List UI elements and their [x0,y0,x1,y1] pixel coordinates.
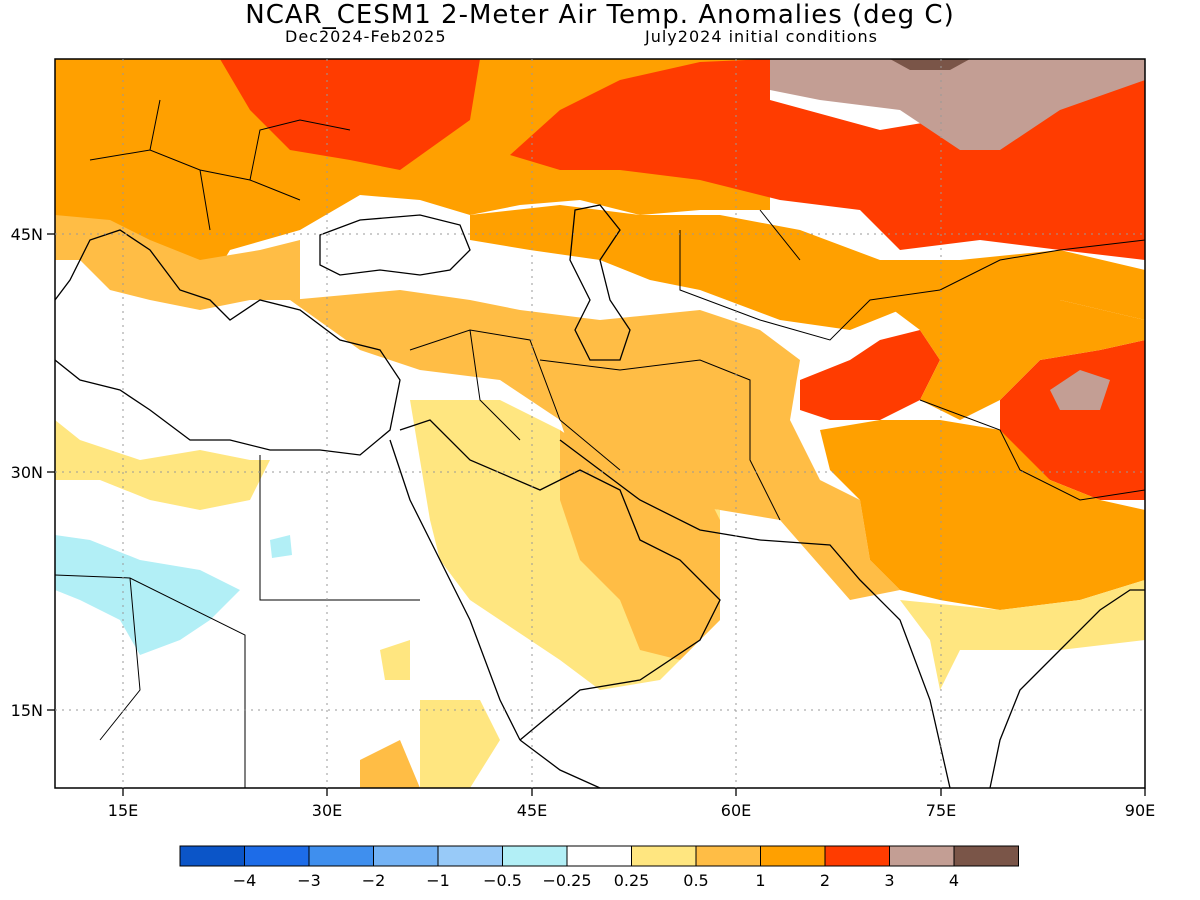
black-sea-coast [319,214,471,276]
colorbar: −4 −3 −2 −1 −0.5 −0.25 0.25 0.5 1 2 3 4 [179,845,1019,890]
colorbar-swatch-4 [437,845,503,867]
colorbar-swatch-0 [179,845,245,867]
border-middle-east-lines [409,329,621,471]
shade-tibet-brown [1050,370,1110,410]
map-title: NCAR_CESM1 2-Meter Air Temp. Anomalies (… [245,0,955,30]
shade-turkey-light-orange [290,290,900,600]
mediterranean-coast [55,229,401,456]
colorbar-label-7: 0.5 [683,871,708,890]
shade-india-orange [820,420,1145,610]
shade-horn-orange [360,740,420,788]
shade-siberia-darkbrown [890,59,970,70]
colorbar-swatch-10 [824,845,890,867]
coastlines [55,204,1145,788]
init-conditions-label: July2024 initial conditions [645,27,878,46]
shade-eastern-europe-red [220,59,480,170]
border-iran-lines [539,359,781,521]
anomaly-field [55,59,1145,788]
shade-west-china-orange [880,290,1145,420]
colorbar-swatch-7 [631,845,697,867]
shade-arabia-orange [560,430,720,660]
shade-russia-red [510,59,1145,260]
colorbar-label-9: 2 [820,871,830,890]
colorbar-swatch-2 [308,845,374,867]
shade-horn-yellow [420,700,500,788]
colorbar-swatch-6 [566,845,632,867]
lon-label-15e: 15E [108,801,138,820]
colorbar-label-3: −1 [426,871,450,890]
shade-india-south-yellow [900,580,1145,690]
colorbar-swatch-12 [953,845,1019,867]
shade-sahara-blue-small [270,535,292,558]
red-sea-coast [389,439,521,741]
colorbar-swatch-11 [889,845,955,867]
colorbar-label-11: 4 [949,871,959,890]
shade-afghanistan-red [800,330,940,420]
lat-label-45n: 45N [11,225,43,244]
colorbar-label-5: −0.25 [542,871,591,890]
border-africa-lines [55,455,420,788]
gridlines [55,59,1145,788]
lat-label-15n: 15N [11,701,43,720]
india-east-coast [989,589,1145,788]
country-borders [55,99,1145,788]
india-coast [759,539,951,788]
colorbar-label-8: 1 [755,871,765,890]
colorbar-swatch-9 [760,845,826,867]
colorbar-swatch-5 [502,845,568,867]
colorbar-swatch-1 [244,845,310,867]
caspian-coast [569,204,631,361]
lon-label-90e: 90E [1125,801,1155,820]
lat-tick-labels: 15N 30N 45N [11,225,43,720]
tick-marks [47,233,1146,796]
colorbar-label-10: 3 [884,871,894,890]
shade-north-africa-yellow [55,420,270,510]
colorbar-label-4: −0.5 [483,871,522,890]
border-central-asia-lines [679,209,941,341]
lon-label-75e: 75E [926,801,956,820]
persian-gulf-coast [559,439,761,541]
colorbar-label-0: −4 [233,871,257,890]
colorbar-swatch-8 [695,845,761,867]
colorbar-label-1: −3 [297,871,321,890]
colorbar-swatch-3 [373,845,439,867]
lon-label-60e: 60E [721,801,751,820]
lon-label-30e: 30E [312,801,342,820]
border-europe-lines [89,99,351,231]
season-label: Dec2024-Feb2025 [285,27,447,46]
lat-label-30n: 30N [11,463,43,482]
colorbar-label-6: 0.25 [614,871,650,890]
lon-label-45e: 45E [517,801,547,820]
shade-balkans-light-orange [55,215,300,310]
arabia-east-coast [399,419,721,741]
africa-horn-coast [519,739,601,788]
lon-tick-labels: 15E 30E 45E 60E 75E 90E [108,801,1155,820]
shade-ethiopia-yellow [380,640,410,680]
shade-sahara-blue [55,535,240,655]
shade-siberia-brown [770,59,1145,150]
colorbar-label-2: −2 [362,871,386,890]
border-china-lines [919,239,1145,501]
